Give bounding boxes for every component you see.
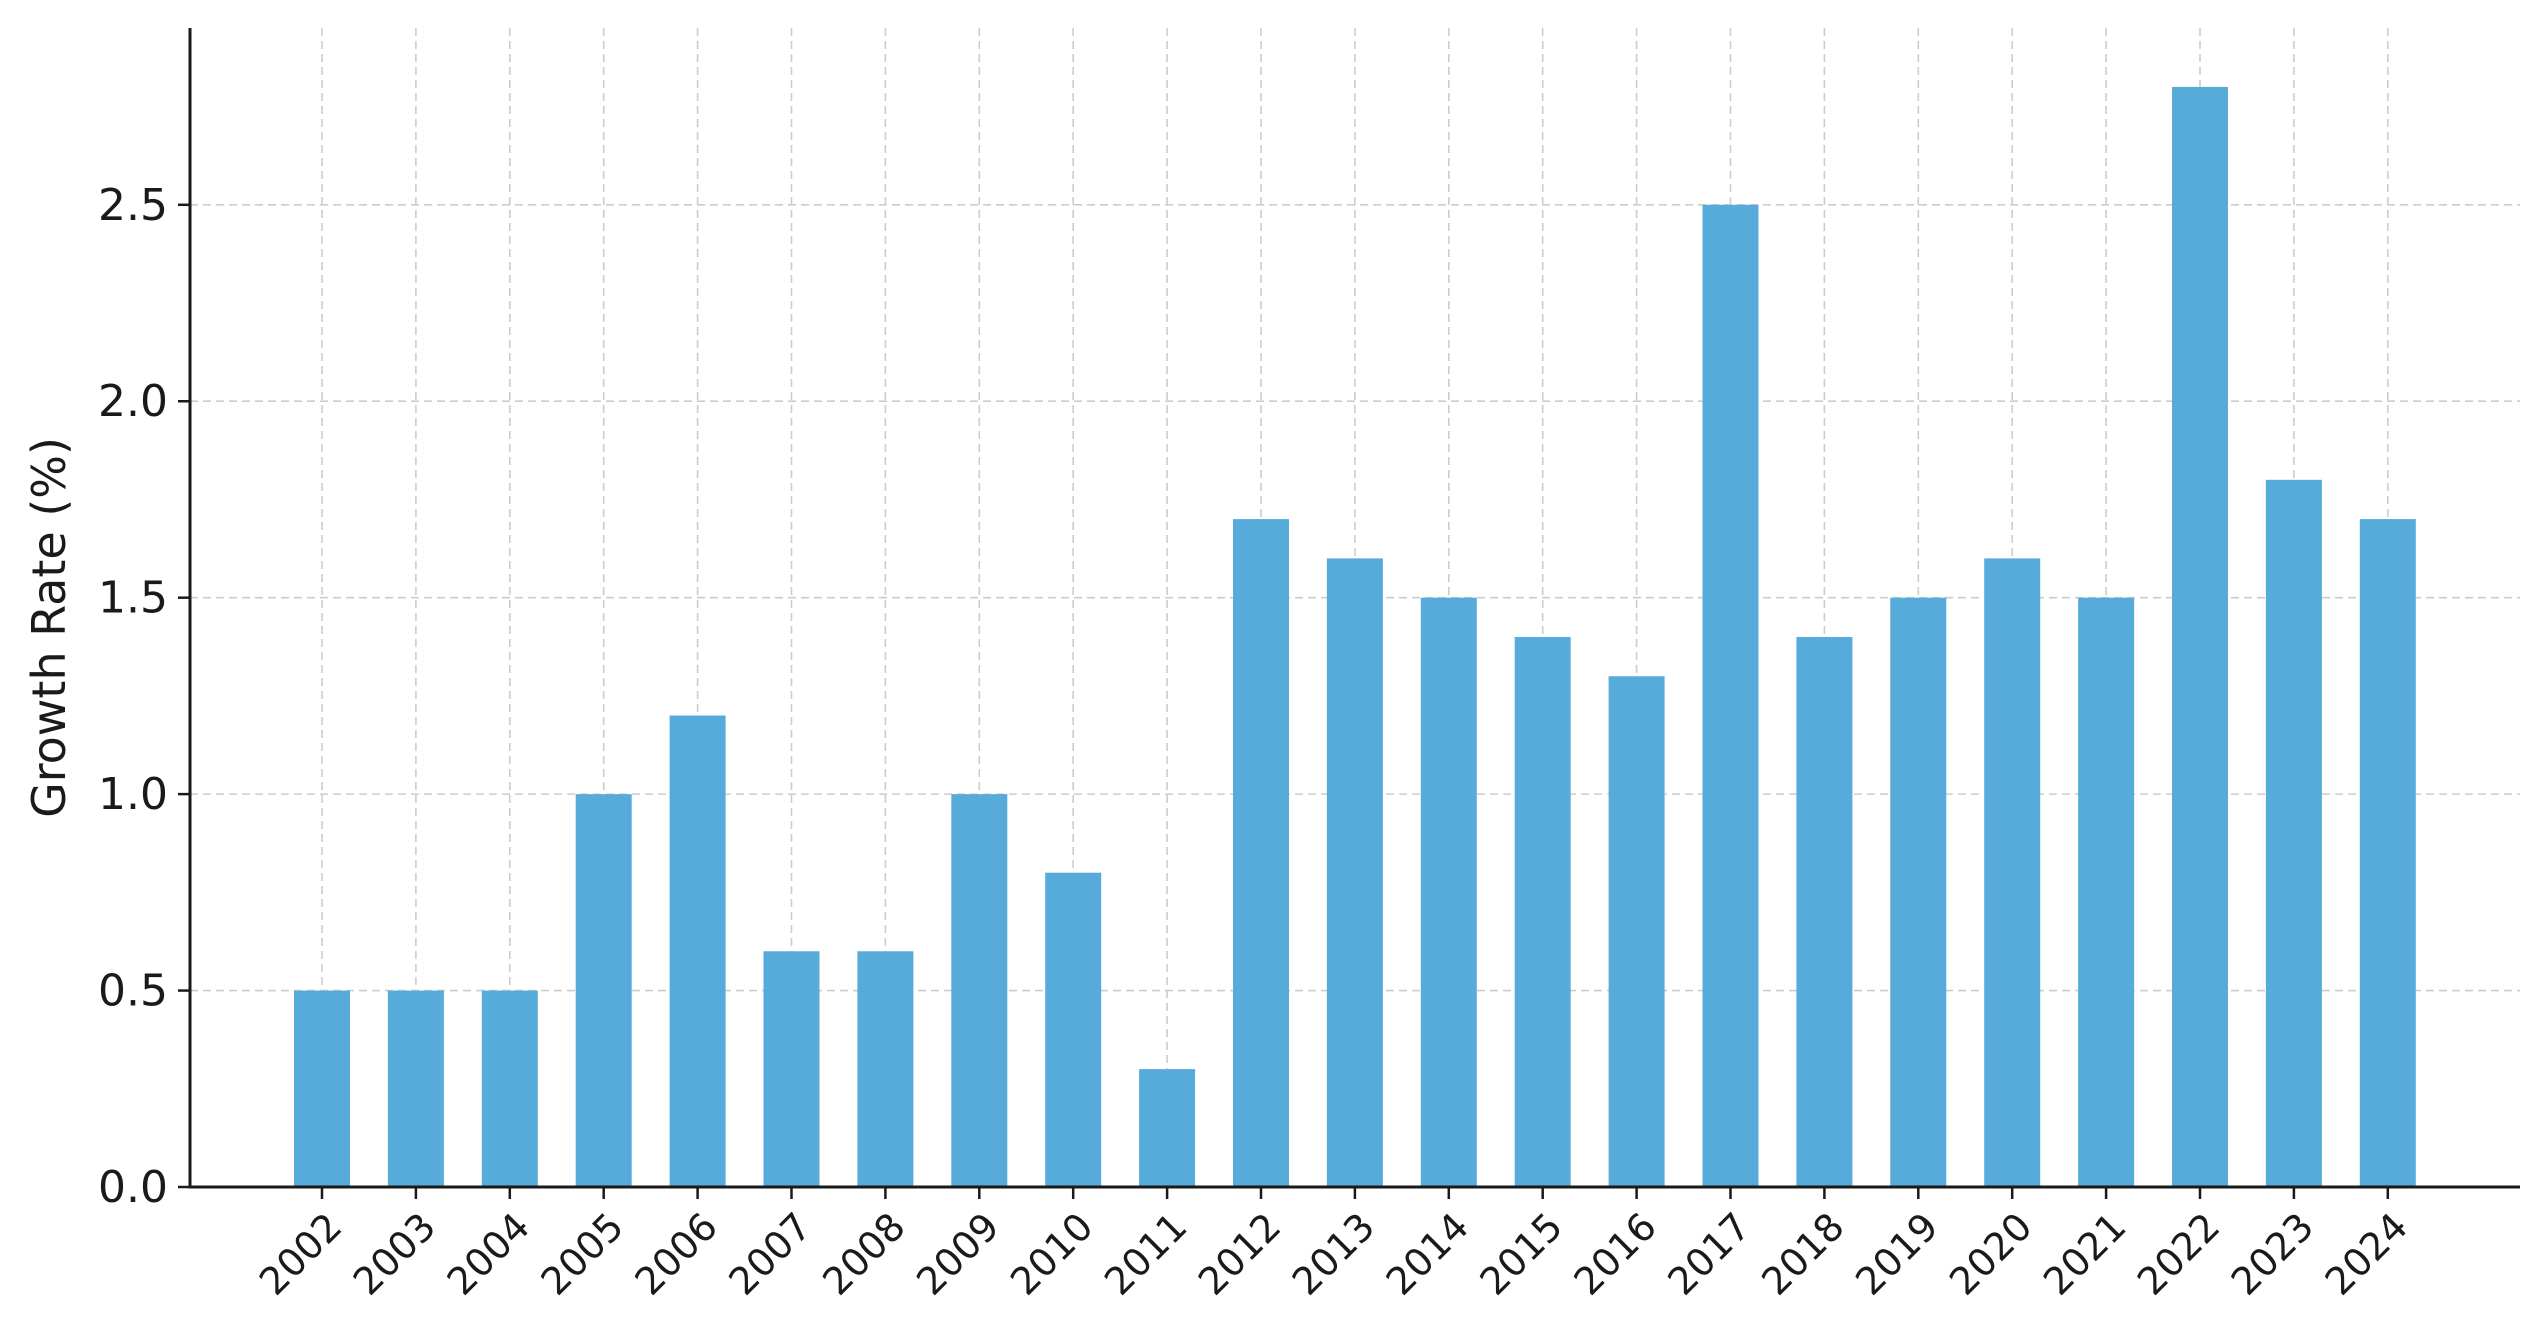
bar-2020 [1984,558,2041,1187]
x-tick-label: 2011 [1096,1204,1196,1304]
x-tick-label: 2004 [439,1204,539,1304]
x-tick-label: 2002 [251,1204,351,1304]
x-tick-label: 2007 [720,1204,820,1304]
x-tick-label: 2008 [814,1204,914,1304]
bar-2021 [2078,597,2135,1187]
y-tick-label: 2.5 [98,180,168,231]
x-tick-label: 2022 [2129,1204,2229,1304]
x-tick-label: 2005 [533,1204,633,1304]
x-tick-labels: 2002200320042005200620072008200920102011… [251,1204,2416,1304]
bar-2009 [951,794,1008,1187]
bar-2014 [1420,597,1477,1187]
x-tick-label: 2015 [1472,1204,1572,1304]
bar-2018 [1796,636,1853,1187]
bar-2007 [763,951,820,1187]
bar-2012 [1233,519,1289,1187]
x-tick-label: 2010 [1002,1204,1102,1304]
x-tick-label: 2006 [626,1204,726,1304]
bar-2006 [669,715,726,1187]
x-tick-label: 2012 [1190,1204,1290,1304]
x-tick-label: 2009 [908,1204,1008,1304]
x-tick-label: 2018 [1753,1204,1853,1304]
bar-2003 [387,990,444,1187]
bar-2010 [1045,872,1102,1187]
x-tick-label: 2024 [2317,1204,2417,1304]
bar-2013 [1326,558,1383,1187]
ticks [178,203,2390,1199]
y-tick-label: 2.0 [98,376,168,427]
x-tick-label: 2003 [345,1204,445,1304]
bars [294,86,2416,1187]
y-axis-label: Growth Rate (%) [22,437,76,818]
x-tick-label: 2019 [1847,1204,1947,1304]
y-tick-label: 0.0 [98,1162,168,1213]
x-tick-label: 2017 [1659,1204,1759,1304]
y-tick-label: 1.0 [98,769,168,820]
x-tick-label: 2020 [1941,1204,2041,1304]
bar-2008 [857,951,914,1187]
bar-2004 [481,990,538,1187]
bar-2017 [1702,204,1759,1187]
x-tick-label: 2013 [1284,1204,1384,1304]
bar-2005 [575,794,632,1187]
y-tick-label: 0.5 [98,966,168,1017]
bar-2023 [2265,479,2322,1187]
bar-2022 [2172,86,2228,1187]
y-tick-label: 1.5 [98,573,168,624]
bar-2016 [1608,676,1665,1187]
bar-2024 [2359,519,2416,1187]
x-tick-label: 2021 [2035,1204,2135,1304]
x-tick-label: 2016 [1565,1204,1665,1304]
y-tick-labels: 0.0 0.5 1.0 1.5 2.0 2.5 [98,180,168,1213]
x-tick-label: 2023 [2223,1204,2323,1304]
bar-2019 [1890,597,1947,1187]
bar-2011 [1139,1069,1196,1187]
bar-2002 [294,990,350,1187]
bar-2015 [1514,636,1571,1187]
x-tick-label: 2014 [1378,1204,1478,1304]
